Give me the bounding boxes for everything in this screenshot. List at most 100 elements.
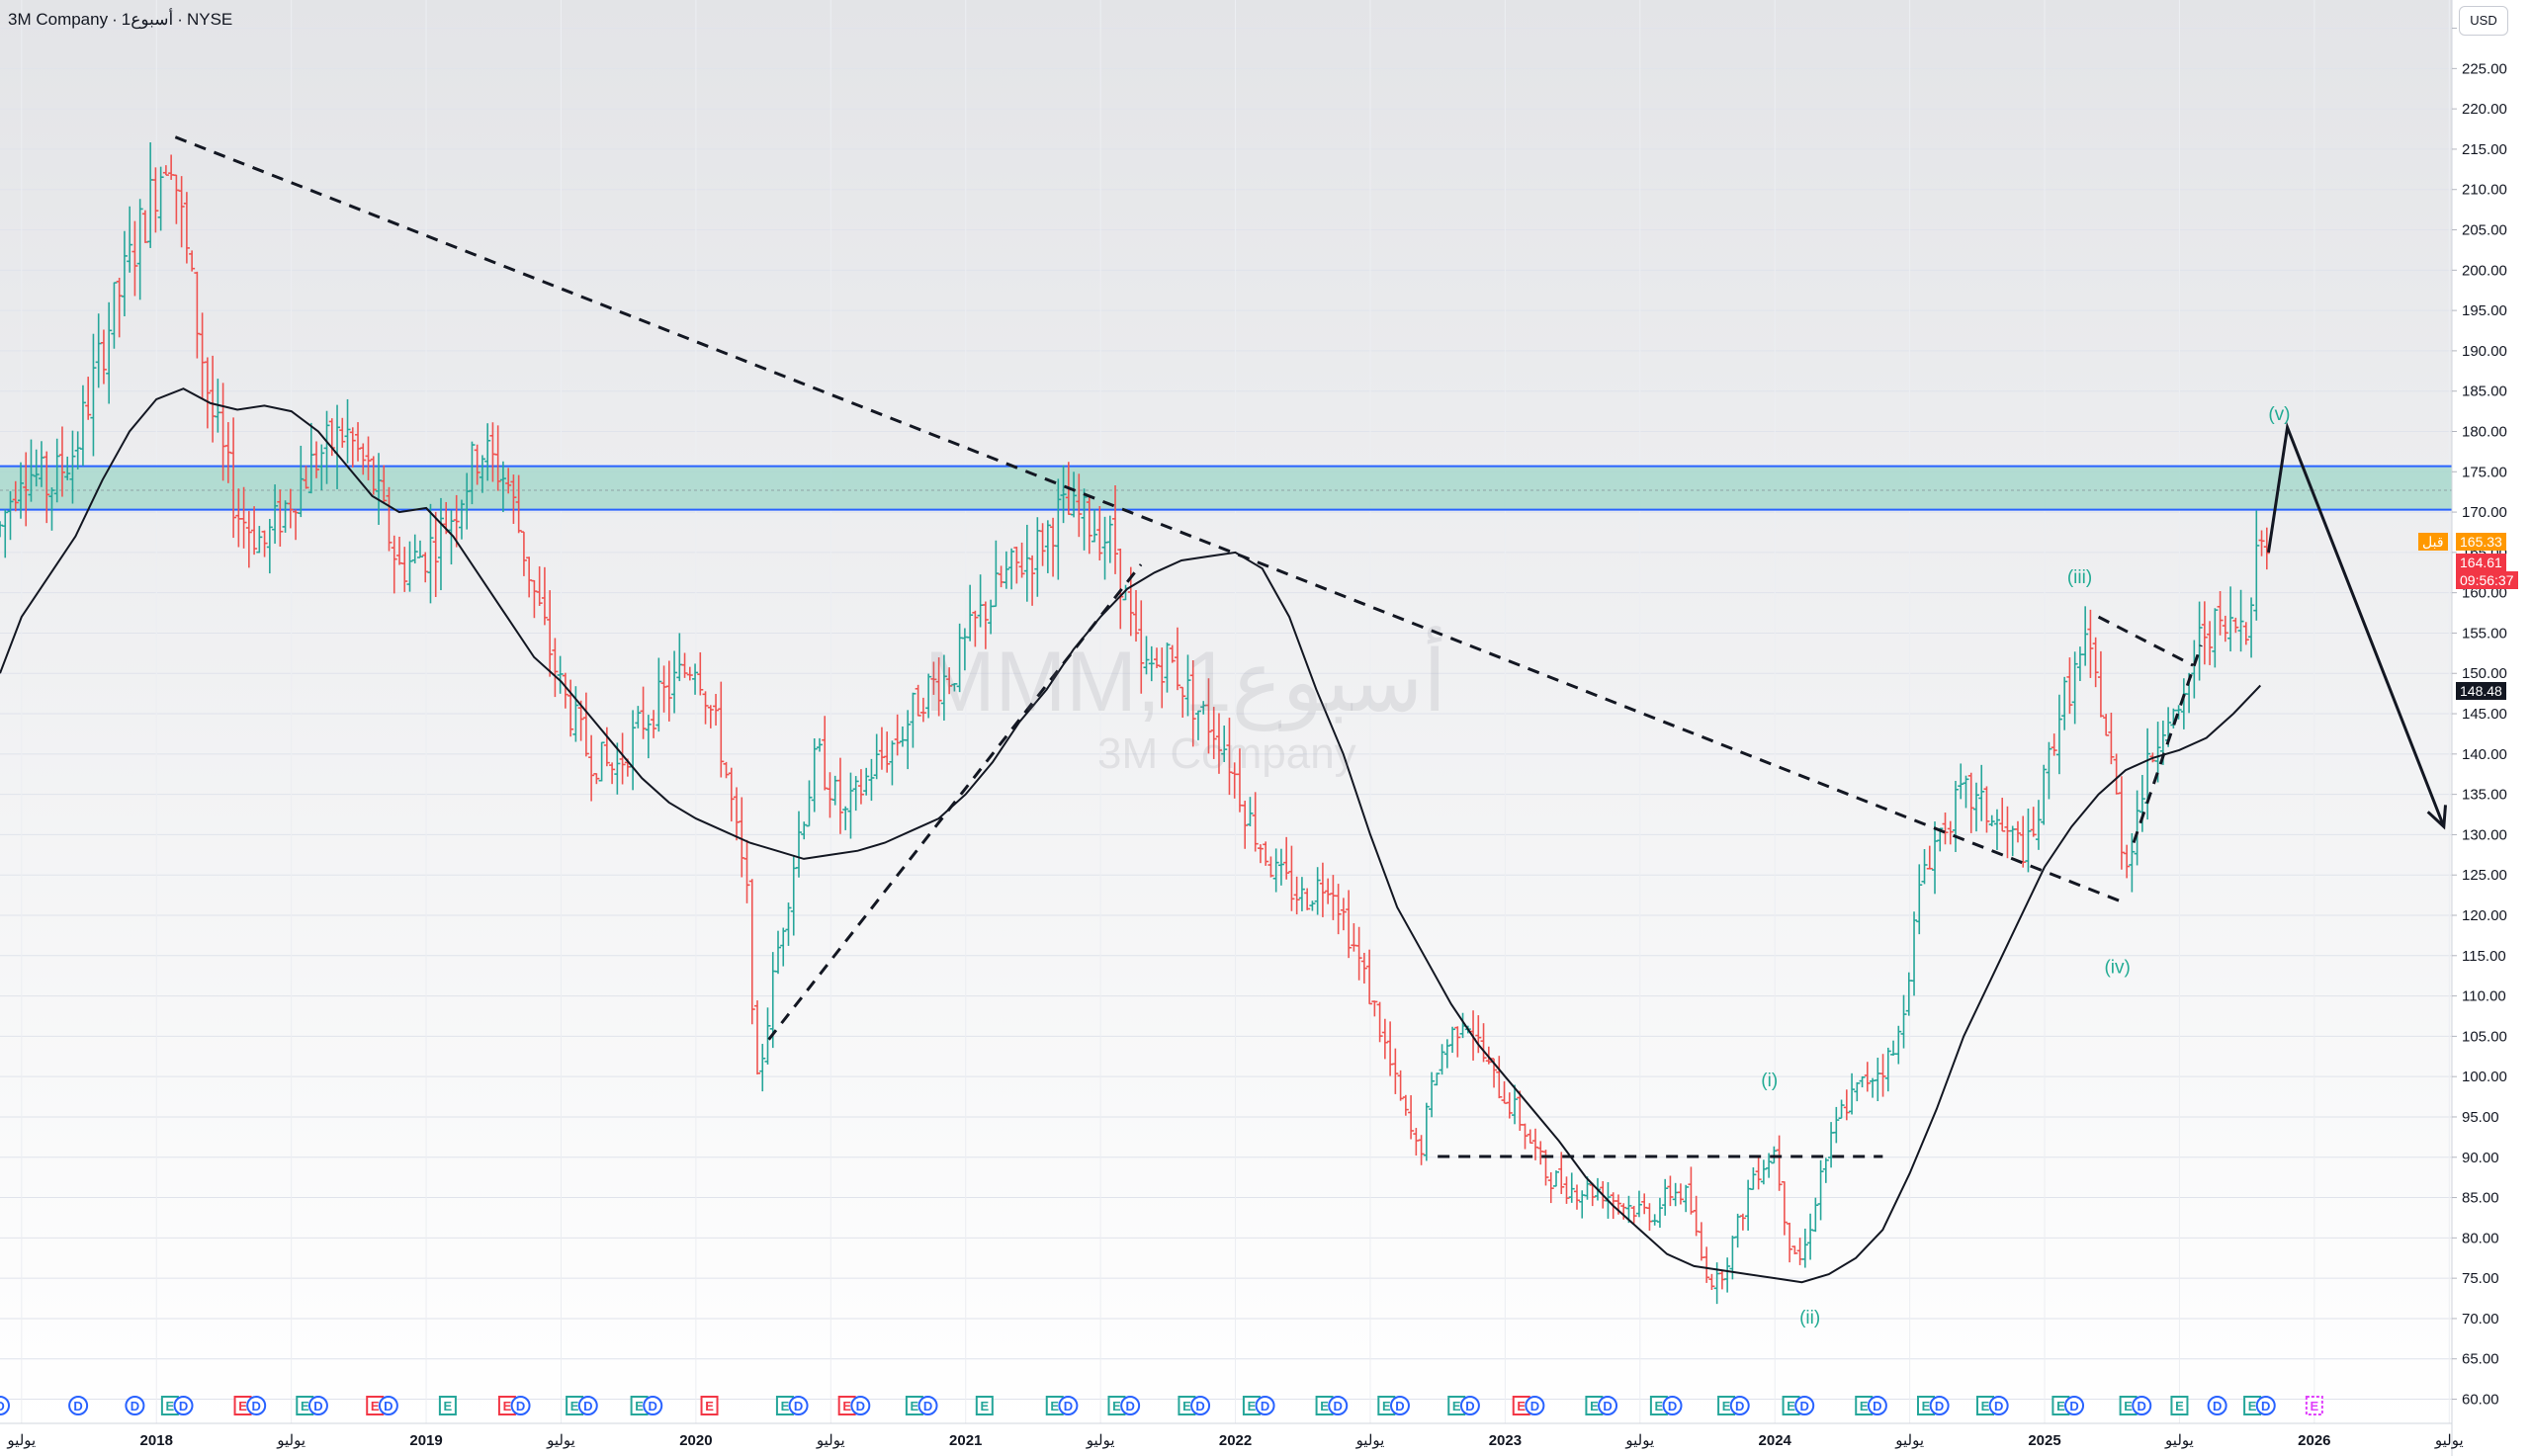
ohlc-bar: [743, 839, 750, 903]
ohlc-bar: [1947, 820, 1954, 845]
earnings-badge: E: [233, 1396, 252, 1415]
ohlc-bar: [111, 282, 118, 349]
ohlc-bar: [2025, 808, 2032, 873]
y-tick-label: 130.00: [2462, 826, 2507, 843]
ohlc-bar: [2134, 790, 2140, 866]
ohlc-bar: [313, 441, 320, 478]
ohlc-bar: [2207, 621, 2214, 665]
earnings-badge: E: [1178, 1396, 1196, 1415]
ohlc-bar: [1247, 797, 1254, 827]
badge-shape: [1867, 1396, 1887, 1415]
ohlc-bar: [1189, 659, 1196, 747]
badge-shape: [2051, 1396, 2070, 1415]
earnings-badge: E: [1377, 1396, 1396, 1415]
ohlc-bar: [1154, 647, 1161, 668]
moving-average-line: [0, 387, 2262, 1284]
ohlc-bar: [1272, 848, 1279, 893]
badge-shape: [905, 1396, 923, 1415]
badge-letter: D: [1465, 1399, 1474, 1413]
badge-letter: E: [1981, 1399, 1990, 1413]
ohlc-bar: [541, 566, 548, 626]
ohlc-bar: [1967, 772, 1974, 833]
badge-letter: D: [0, 1399, 5, 1413]
ohlc-bar: [940, 654, 947, 721]
prev-close-label-tag: قبل: [2418, 533, 2448, 551]
ohlc-bar: [2046, 741, 2052, 800]
ohlc-bar: [251, 506, 258, 556]
ohlc-bar: [635, 706, 642, 728]
ohlc-bar: [256, 526, 263, 554]
ohlc-bar: [982, 601, 989, 649]
ohlc-bar: [1812, 1197, 1819, 1233]
ohlc-bar: [1911, 911, 1918, 996]
time-axis[interactable]: يوليو 2018 يوليو 2019 يوليو 2020 يوليو 2021 يولي…: [6, 1432, 2463, 1449]
ohlc-bar: [1688, 1166, 1695, 1215]
ohlc-bar: [1988, 814, 1995, 826]
ohlc-bar: [520, 531, 527, 576]
x-tick-label: 2023: [1489, 1432, 1522, 1449]
ohlc-bar: [1346, 890, 1353, 959]
ohlc-bar: [1921, 848, 1928, 885]
ohlc-bar: [204, 357, 211, 429]
ohlc-bar: [1999, 798, 2006, 832]
ohlc-bar: [2, 509, 9, 558]
ohlc-bar: [1776, 1135, 1783, 1191]
ohlc-bar: [28, 439, 35, 502]
symbol-title[interactable]: 3M Company · 1أسبوع · NYSE: [8, 10, 236, 30]
ohlc-bar: [272, 484, 279, 545]
ohlc-bar: [2227, 586, 2234, 652]
trendlines: [174, 135, 2203, 1158]
ohlc-bar: [1443, 1039, 1450, 1069]
ohlc-bar: [2092, 637, 2099, 688]
ohlc-bar: [1584, 1176, 1591, 1200]
y-tick-label: 220.00: [2462, 101, 2507, 118]
badge-shape: [1459, 1396, 1480, 1415]
y-tick-label: 185.00: [2462, 384, 2507, 400]
ohlc-bar: [381, 465, 388, 504]
badge-letter: E: [301, 1399, 309, 1413]
y-tick-label: 135.00: [2462, 787, 2507, 804]
ohlc-bar: [686, 666, 693, 681]
ohlc-bar: [2108, 712, 2115, 765]
price-axis[interactable]: 60.00 65.00 70.00 75.00 80.00 85.00 90.00 95.00…: [2452, 21, 2507, 1409]
ohlc-bar: [48, 487, 55, 531]
y-tick-label: 225.00: [2462, 60, 2507, 77]
ohlc-bar: [1708, 1273, 1715, 1290]
ohlc-bar: [905, 710, 912, 770]
ohlc-bar: [1817, 1159, 1824, 1221]
badge-shape: [1377, 1396, 1396, 1415]
ohlc-bar: [1039, 523, 1046, 566]
ohlc-bar: [1402, 1094, 1409, 1116]
currency-button[interactable]: USD: [2459, 6, 2508, 36]
ohlc-bar: [240, 486, 247, 549]
ohlc-bar: [1194, 710, 1201, 740]
earnings-badge: E: [1855, 1396, 1874, 1415]
ohlc-bar: [1355, 926, 1362, 981]
ohlc-bar: [894, 714, 901, 756]
ohlc-bar: [194, 271, 201, 359]
ohlc-bar: [562, 672, 568, 709]
badge-shape: [1512, 1396, 1530, 1415]
earnings-badge: E: [1315, 1396, 1334, 1415]
badge-letter: D: [313, 1399, 322, 1413]
badge-shape: [1190, 1396, 1211, 1415]
ohlc-bar: [1512, 1084, 1519, 1125]
ohlc-bar: [1023, 524, 1030, 602]
ohlc-bar: [318, 444, 325, 491]
ohlc-bar: [930, 661, 937, 695]
ohlc-bar: [1335, 884, 1342, 935]
ohlc-bar: [1787, 1222, 1793, 1263]
y-tick-label: 80.00: [2462, 1230, 2499, 1246]
ohlc-bar: [588, 734, 595, 802]
ohlc-bar: [1781, 1180, 1788, 1236]
badge-letter: E: [2124, 1399, 2133, 1413]
ohlc-bar: [1434, 1072, 1440, 1086]
ohlc-bar: [1859, 1075, 1866, 1088]
earnings-badge: E: [1649, 1396, 1668, 1415]
ohlc-bar: [1864, 1062, 1871, 1092]
ohlc-bar: [2263, 527, 2270, 570]
earnings-badge: E: [2243, 1396, 2262, 1415]
ohlc-bar: [2201, 601, 2208, 665]
